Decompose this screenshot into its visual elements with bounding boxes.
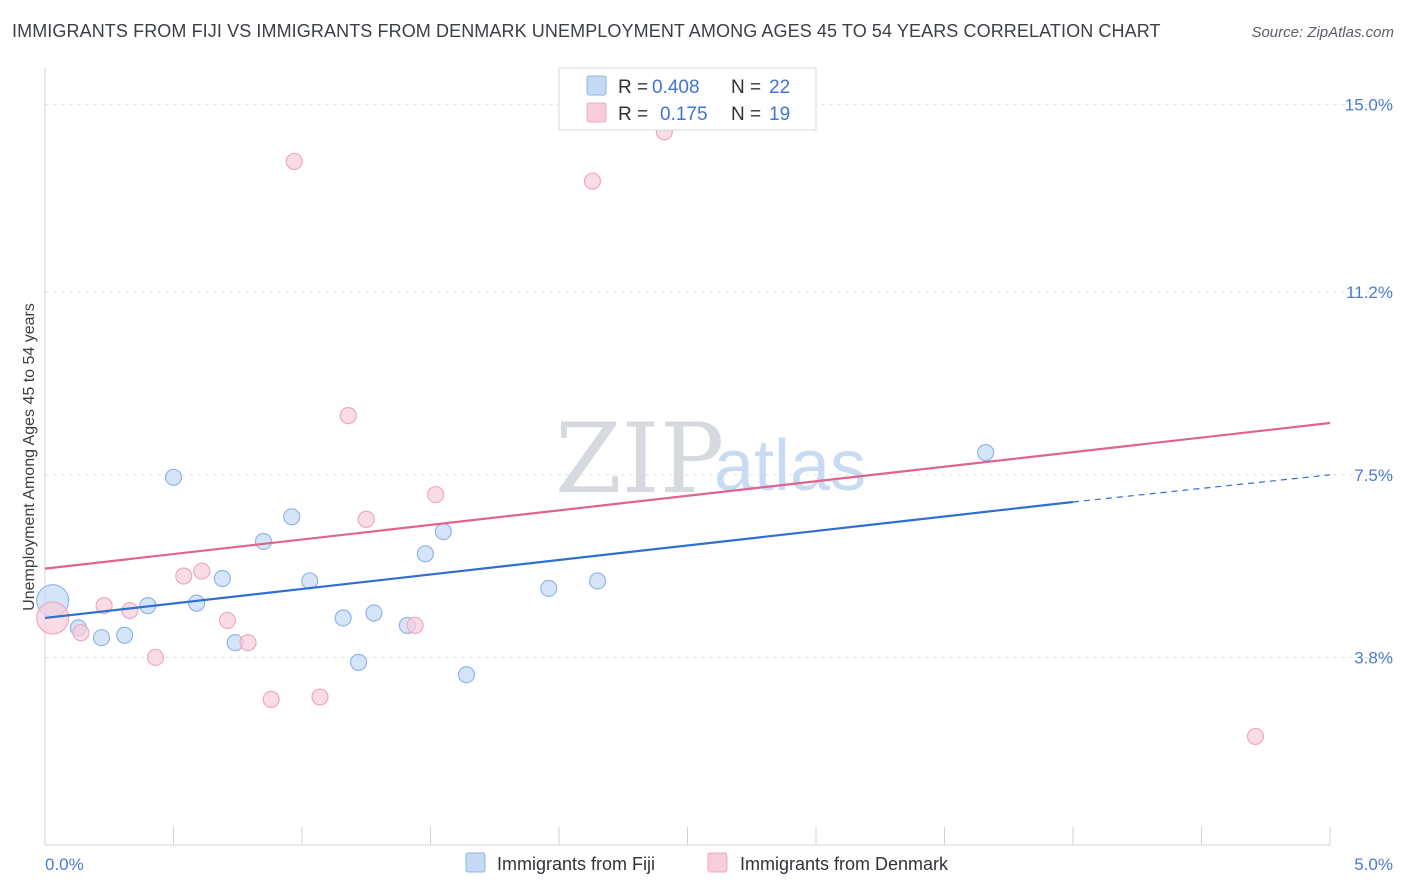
series-1-point-8 — [239, 634, 257, 652]
series-0-point-21 — [977, 444, 995, 462]
bottom-legend-denmark-swatch — [707, 852, 728, 873]
series-1-point-11 — [311, 688, 329, 706]
series-0-trend-extension — [1072, 474, 1331, 503]
y-tick-label-2: 11.2% — [1346, 283, 1393, 302]
y-tick-label-3: 15.0% — [1345, 96, 1393, 115]
series-0-trend-line — [44, 500, 1074, 620]
watermark: ZIP atlas — [555, 403, 866, 515]
bottom-legend-denmark-label: Immigrants from Denmark — [740, 854, 949, 874]
x-tick-label-1: 5.0% — [1354, 855, 1393, 874]
y-axis-label: Unemployment Among Ages 45 to 54 years — [21, 303, 38, 611]
legend-denmark-r-value: 0.175 — [660, 104, 708, 125]
series-1-point-1 — [72, 624, 90, 642]
series-0-point-20 — [588, 572, 607, 590]
trend-lines — [44, 421, 1331, 620]
legend-fiji-r-value: 0.408 — [652, 77, 700, 98]
legend-denmark-n-value: 19 — [769, 104, 790, 125]
bottom-legend-fiji-label: Immigrants from Fiji — [497, 854, 655, 874]
series-1-point-5 — [175, 567, 193, 585]
series-1-point-2 — [95, 597, 113, 615]
axes — [44, 68, 1331, 846]
series-0-point-13 — [349, 653, 368, 671]
series-0-point-19 — [540, 579, 558, 597]
legend-fiji-r-label: R = — [618, 77, 648, 98]
source-note: Source: ZipAtlas.com — [1251, 24, 1394, 41]
series-1-point-18 — [1246, 727, 1265, 746]
series-1-point-12 — [339, 407, 357, 425]
series-0-point-9 — [254, 532, 273, 551]
series-1-points — [36, 123, 1265, 746]
series-1-trend-line — [44, 421, 1331, 570]
y-tick-label-1: 7.5% — [1354, 466, 1393, 485]
x-tick-label-0: 0.0% — [45, 855, 84, 874]
series-1-point-6 — [193, 562, 211, 580]
series-1-point-16 — [583, 172, 602, 190]
series-1-point-14 — [406, 616, 424, 634]
series-0-point-14 — [365, 604, 383, 622]
series-0-point-6 — [188, 594, 206, 612]
series-1-point-10 — [285, 152, 303, 171]
series-0-point-16 — [416, 545, 434, 563]
series-0-point-7 — [213, 569, 231, 588]
legend-denmark-n-label: N = — [731, 104, 761, 125]
series-1-point-4 — [146, 648, 165, 667]
series-1-point-3 — [121, 601, 139, 620]
series-0-point-3 — [116, 626, 134, 644]
y-tick-labels: 3.8% 7.5% 11.2% 15.0% — [1345, 96, 1393, 668]
series-1-point-15 — [427, 485, 445, 504]
series-0-point-18 — [457, 666, 476, 684]
legend-denmark-swatch — [586, 102, 607, 123]
x-tick-labels: 0.0% 5.0% — [45, 855, 1393, 874]
data-points — [36, 123, 1265, 746]
legend-box: R = 0.408 N = 22 R = 0.175 N = 19 — [558, 67, 817, 131]
series-0-point-12 — [334, 609, 352, 627]
y-tick-label-0: 3.8% — [1354, 648, 1393, 667]
series-1-point-9 — [262, 690, 280, 709]
bottom-legend-fiji-swatch — [465, 852, 486, 873]
watermark-zip-text: ZIP — [555, 403, 724, 515]
legend-fiji-n-label: N = — [731, 77, 761, 98]
legend-fiji-n-value: 22 — [769, 77, 790, 98]
legend-fiji-swatch — [586, 75, 607, 96]
bottom-legend: Immigrants from Fiji Immigrants from Den… — [465, 852, 949, 874]
watermark-atlas-text: atlas — [714, 426, 866, 506]
series-0-point-10 — [283, 508, 301, 526]
legend-denmark-r-label: R = — [618, 104, 648, 125]
series-1-point-13 — [357, 510, 375, 528]
series-0-point-2 — [92, 629, 111, 647]
series-1-point-7 — [218, 611, 237, 630]
series-0-point-17 — [434, 522, 452, 541]
gridlines — [45, 104, 1392, 658]
series-0-point-5 — [164, 468, 183, 486]
chart-title: IMMIGRANTS FROM FIJI VS IMMIGRANTS FROM … — [12, 21, 1161, 41]
